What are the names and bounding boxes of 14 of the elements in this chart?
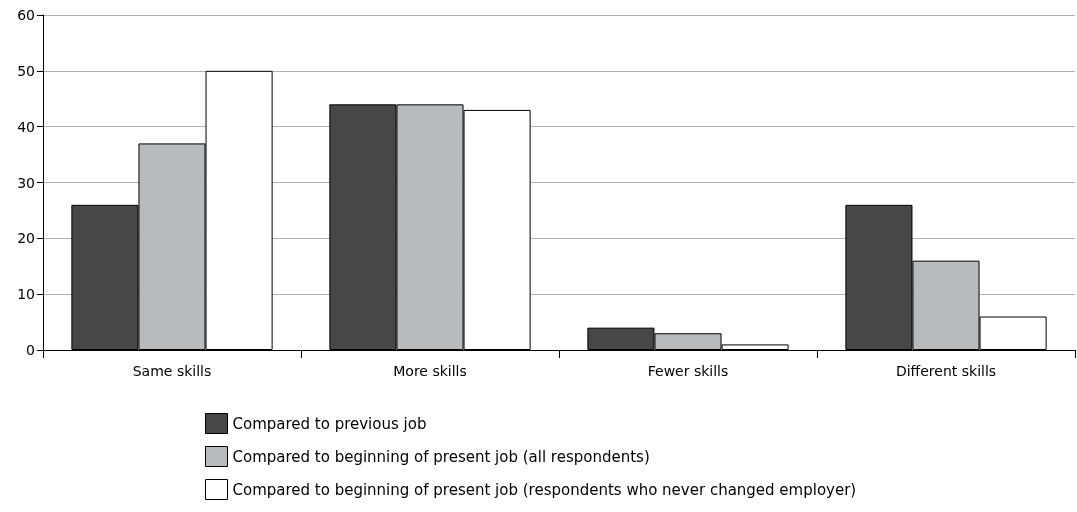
y-tick-label: 40	[17, 118, 35, 135]
x-tick-label: Different skills	[895, 363, 997, 379]
y-tick-label: 60	[17, 7, 35, 23]
legend-label: Compared to previous job	[232, 414, 427, 433]
legend-label: Compared to beginning of present job (all respondents)	[232, 447, 650, 466]
x-tick-label: More skills	[393, 363, 467, 379]
y-tick-label: 30	[17, 174, 35, 191]
legend-label: Compared to beginning of present job (respondents who never changed employer)	[232, 480, 857, 499]
y-tick-label: 10	[17, 286, 35, 303]
y-tick-label: 0	[26, 342, 35, 358]
x-tick-label: Fewer skills	[647, 363, 729, 379]
y-tick-label: 50	[17, 62, 35, 79]
y-tick-label: 20	[17, 230, 35, 247]
x-tick-label: Same skills	[132, 363, 212, 379]
